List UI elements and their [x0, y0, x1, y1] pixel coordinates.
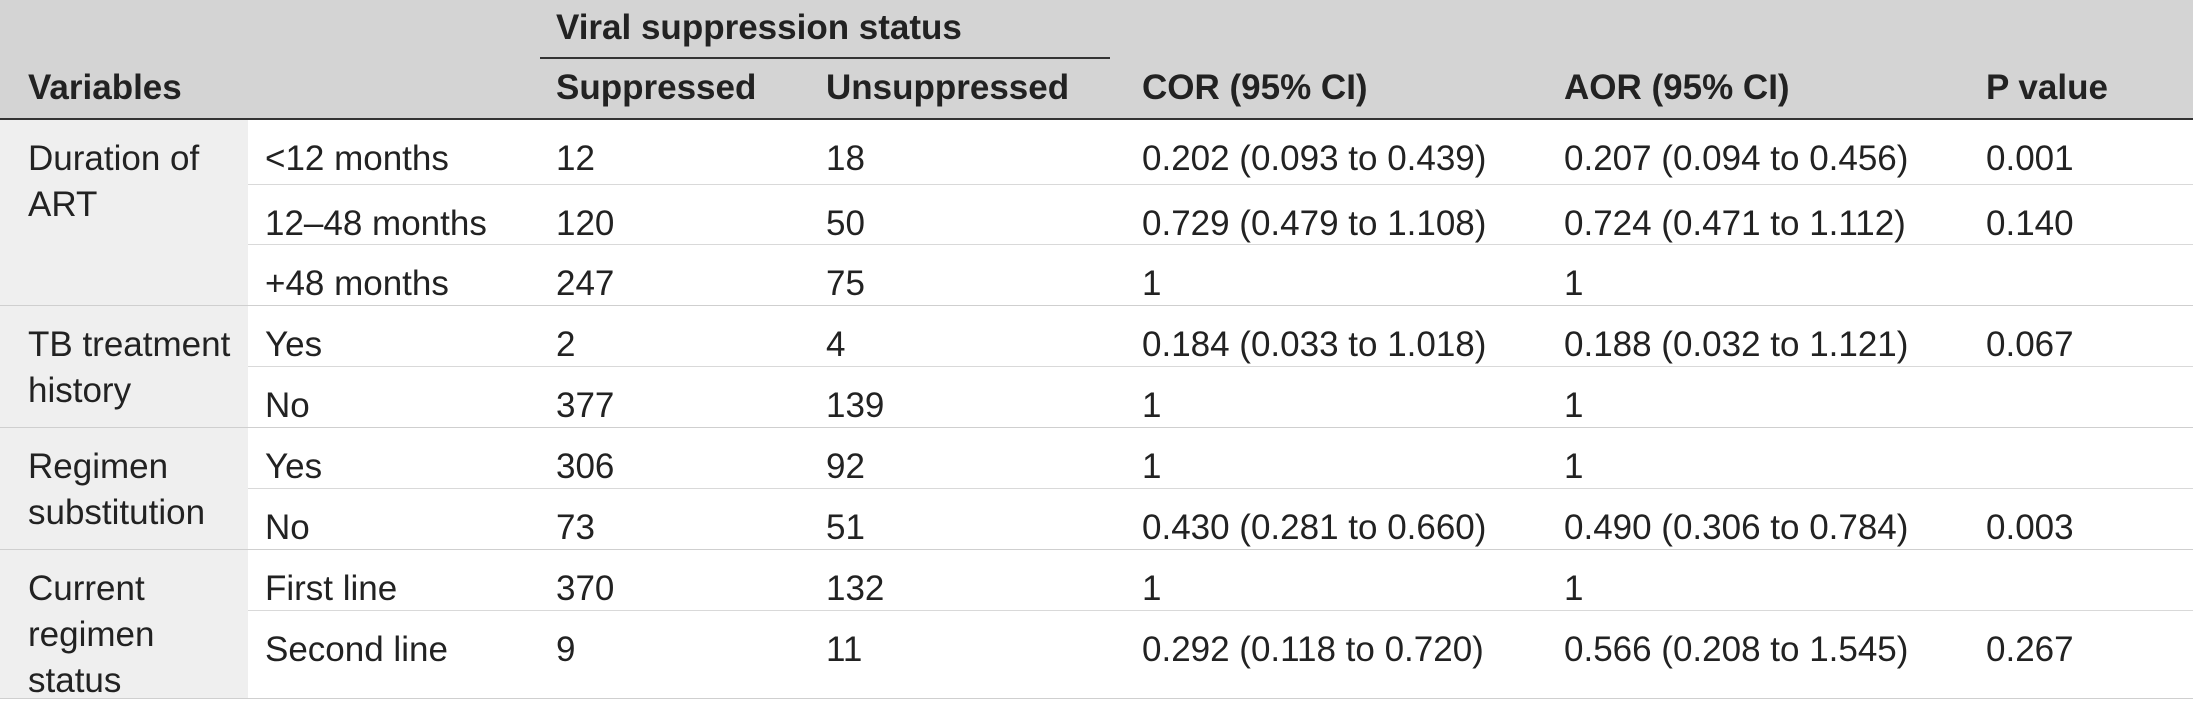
level-cell: First line — [265, 569, 398, 608]
suppressed-cell: 12 — [556, 139, 595, 178]
p-value-cell: 0.140 — [1986, 204, 2074, 243]
aor-cell: 1 — [1564, 386, 1584, 425]
cor-cell: 1 — [1142, 569, 1162, 608]
row-separator — [248, 366, 2193, 367]
row-separator — [248, 610, 2193, 611]
aor-cell: 0.188 (0.032 to 1.121) — [1564, 325, 1909, 364]
level-cell: No — [265, 508, 310, 547]
group-title-viral-suppression: Viral suppression status — [556, 8, 962, 47]
level-cell: Yes — [265, 325, 323, 364]
column-header-cor: COR (95% CI) — [1142, 68, 1368, 107]
unsuppressed-cell: 11 — [826, 630, 863, 669]
unsuppressed-cell: 132 — [826, 569, 885, 608]
group-header-rule — [540, 57, 1110, 59]
aor-cell: 1 — [1564, 264, 1584, 303]
suppressed-cell: 2 — [556, 325, 576, 364]
cor-cell: 1 — [1142, 447, 1162, 486]
level-cell: No — [265, 386, 310, 425]
cor-cell: 0.292 (0.118 to 0.720) — [1142, 630, 1484, 669]
level-cell: +48 months — [265, 264, 449, 303]
group-separator — [0, 427, 2193, 428]
variable-name: Current regimen status — [28, 569, 155, 700]
level-cell: <12 months — [265, 139, 449, 178]
column-header-unsuppressed: Unsuppressed — [826, 68, 1070, 107]
aor-cell: 1 — [1564, 569, 1584, 608]
cor-cell: 1 — [1142, 386, 1162, 425]
cor-cell: 0.430 (0.281 to 0.660) — [1142, 508, 1487, 547]
p-value-cell: 0.003 — [1986, 508, 2074, 547]
suppressed-cell: 120 — [556, 204, 615, 243]
group-separator — [0, 305, 2193, 306]
suppressed-cell: 9 — [556, 630, 576, 669]
suppressed-cell: 370 — [556, 569, 615, 608]
suppressed-cell: 306 — [556, 447, 615, 486]
row-separator — [248, 488, 2193, 489]
unsuppressed-cell: 92 — [826, 447, 865, 486]
unsuppressed-cell: 18 — [826, 139, 865, 178]
column-header-suppressed: Suppressed — [556, 68, 757, 107]
group-separator — [0, 549, 2193, 550]
aor-cell: 0.490 (0.306 to 0.784) — [1564, 508, 1909, 547]
unsuppressed-cell: 4 — [826, 325, 846, 364]
column-header-aor: AOR (95% CI) — [1564, 68, 1790, 107]
cor-cell: 1 — [1142, 264, 1162, 303]
cor-cell: 0.184 (0.033 to 1.018) — [1142, 325, 1487, 364]
table-header — [0, 0, 2193, 120]
p-value-cell: 0.267 — [1986, 630, 2074, 669]
aor-cell: 1 — [1564, 447, 1584, 486]
column-header-p-value: P value — [1986, 68, 2108, 107]
aor-cell: 0.724 (0.471 to 1.112) — [1564, 204, 1906, 243]
variable-name: TB treatment history — [28, 325, 231, 410]
row-separator — [248, 184, 2193, 185]
unsuppressed-cell: 75 — [826, 264, 865, 303]
suppressed-cell: 73 — [556, 508, 595, 547]
unsuppressed-cell: 51 — [826, 508, 865, 547]
variables-column-background — [0, 120, 248, 699]
cor-cell: 0.729 (0.479 to 1.108) — [1142, 204, 1487, 243]
level-cell: Second line — [265, 630, 448, 669]
variable-name: Duration of ART — [28, 139, 200, 224]
suppressed-cell: 247 — [556, 264, 615, 303]
p-value-cell: 0.067 — [1986, 325, 2074, 364]
header-rule — [0, 118, 2193, 120]
row-separator — [248, 244, 2193, 245]
unsuppressed-cell: 50 — [826, 204, 865, 243]
unsuppressed-cell: 139 — [826, 386, 885, 425]
aor-cell: 0.207 (0.094 to 0.456) — [1564, 139, 1909, 178]
suppressed-cell: 377 — [556, 386, 615, 425]
p-value-cell: 0.001 — [1986, 139, 2074, 178]
level-cell: 12–48 months — [265, 204, 487, 243]
variable-name: Regimen substitution — [28, 447, 206, 532]
cor-cell: 0.202 (0.093 to 0.439) — [1142, 139, 1487, 178]
aor-cell: 0.566 (0.208 to 1.545) — [1564, 630, 1909, 669]
column-header-variables: Variables — [28, 68, 182, 107]
level-cell: Yes — [265, 447, 323, 486]
